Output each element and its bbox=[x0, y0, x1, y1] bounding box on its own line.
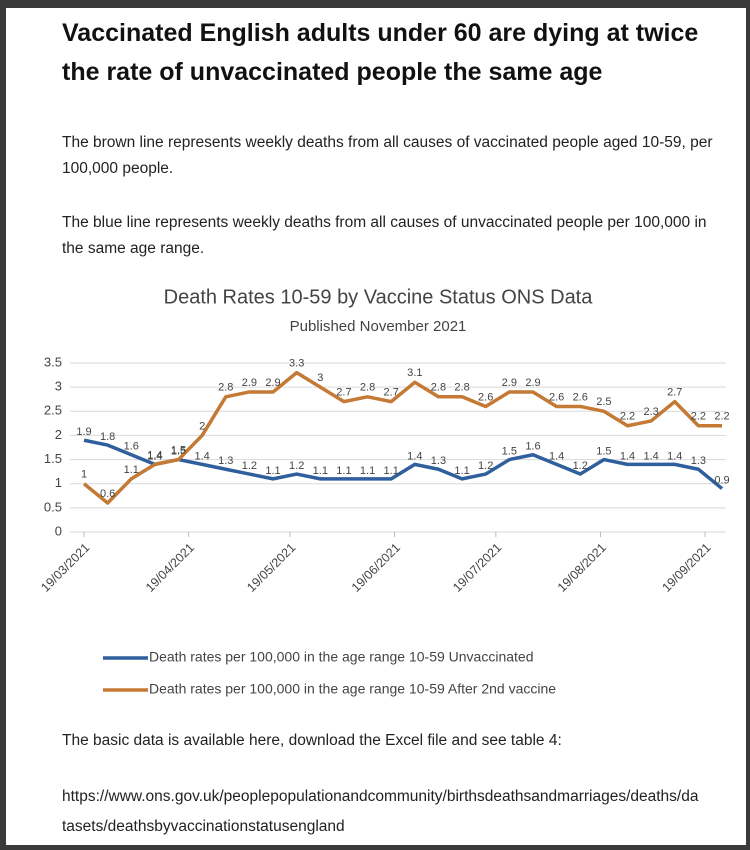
data-label: 2.2 bbox=[714, 411, 729, 423]
footer-note: The basic data is available here, downlo… bbox=[62, 732, 562, 749]
data-label: 1.4 bbox=[549, 450, 564, 462]
data-label: 1.5 bbox=[502, 445, 517, 457]
data-label: 2.9 bbox=[502, 377, 517, 389]
data-label: 1.4 bbox=[643, 450, 658, 462]
page: Vaccinated English adults under 60 are d… bbox=[6, 8, 746, 845]
y-tick-label: 1.5 bbox=[44, 451, 62, 466]
data-label: 2.8 bbox=[454, 382, 469, 394]
data-label: 1.1 bbox=[336, 465, 351, 477]
data-label: 1 bbox=[81, 469, 87, 481]
data-label: 1.2 bbox=[573, 460, 588, 472]
x-tick-label: 19/07/2021 bbox=[450, 541, 504, 595]
data-label: 1.1 bbox=[313, 465, 328, 477]
data-label: 2.8 bbox=[218, 382, 233, 394]
data-label: 1.4 bbox=[620, 450, 635, 462]
data-label: 0.9 bbox=[714, 474, 729, 486]
data-label: 3.3 bbox=[289, 358, 304, 370]
data-label: 1.4 bbox=[147, 450, 162, 462]
data-label: 2.7 bbox=[384, 387, 399, 399]
x-tick-label: 19/08/2021 bbox=[555, 541, 609, 595]
y-tick-label: 3 bbox=[55, 379, 62, 394]
y-tick-label: 3.5 bbox=[44, 354, 62, 369]
data-label: 0.6 bbox=[100, 488, 115, 500]
paragraph: The blue line represents weekly deaths f… bbox=[62, 214, 707, 257]
data-label: 1.4 bbox=[667, 450, 682, 462]
data-label: 1.4 bbox=[407, 450, 422, 462]
data-label: 1.1 bbox=[454, 465, 469, 477]
y-tick-label: 0 bbox=[55, 523, 62, 538]
data-label: 1.5 bbox=[596, 445, 611, 457]
y-tick-label: 2.5 bbox=[44, 403, 62, 418]
data-label: 1.3 bbox=[431, 455, 446, 467]
data-label: 1.2 bbox=[478, 460, 493, 472]
data-label: 2.9 bbox=[265, 377, 280, 389]
data-label: 1.2 bbox=[242, 460, 257, 472]
footer-url: https://www.ons.gov.uk/peoplepopulationa… bbox=[62, 788, 699, 835]
data-label: 1.8 bbox=[100, 431, 115, 443]
data-label: 1.6 bbox=[525, 441, 540, 453]
data-label: 3.1 bbox=[407, 367, 422, 379]
x-tick-label: 19/04/2021 bbox=[143, 541, 197, 595]
y-tick-label: 0.5 bbox=[44, 499, 62, 514]
headline: Vaccinated English adults under 60 are d… bbox=[62, 19, 699, 86]
x-tick-label: 19/06/2021 bbox=[349, 541, 403, 595]
x-tick-label: 19/09/2021 bbox=[659, 541, 713, 595]
chart-subtitle: Published November 2021 bbox=[290, 318, 467, 335]
data-label: 2.6 bbox=[573, 391, 588, 403]
legend-label: Death rates per 100,000 in the age range… bbox=[149, 681, 556, 697]
data-label: 1.1 bbox=[360, 465, 375, 477]
data-label: 2.7 bbox=[336, 387, 351, 399]
data-label: 1.9 bbox=[76, 426, 91, 438]
series-line bbox=[82, 370, 722, 505]
paragraph: The brown line represents weekly deaths … bbox=[62, 134, 713, 177]
series-line bbox=[83, 438, 724, 490]
data-label: 2.6 bbox=[478, 391, 493, 403]
data-label: 1.2 bbox=[289, 460, 304, 472]
data-label: 2.9 bbox=[242, 377, 257, 389]
chart-title: Death Rates 10-59 by Vaccine Status ONS … bbox=[164, 286, 594, 308]
data-label: 2.9 bbox=[525, 377, 540, 389]
data-label: 1.1 bbox=[124, 464, 139, 476]
data-label: 1.1 bbox=[265, 465, 280, 477]
data-label: 2.3 bbox=[643, 406, 658, 418]
data-label: 1.6 bbox=[124, 441, 139, 453]
data-label: 3 bbox=[317, 372, 323, 384]
data-label: 1.4 bbox=[194, 450, 209, 462]
data-label: 1.1 bbox=[384, 465, 399, 477]
data-label: 2.7 bbox=[667, 387, 682, 399]
legend-label: Death rates per 100,000 in the age range… bbox=[149, 649, 534, 665]
data-label: 2 bbox=[199, 420, 205, 432]
x-tick-label: 19/05/2021 bbox=[244, 541, 298, 595]
x-tick-label: 19/03/2021 bbox=[38, 541, 92, 595]
data-label: 1.5 bbox=[171, 444, 186, 456]
data-label: 1.4 bbox=[147, 449, 162, 461]
data-label: 2.8 bbox=[431, 382, 446, 394]
data-label: 1.3 bbox=[691, 455, 706, 467]
y-tick-label: 1 bbox=[55, 475, 62, 490]
data-label: 2.2 bbox=[620, 411, 635, 423]
data-label: 2.6 bbox=[549, 391, 564, 403]
data-label: 1.3 bbox=[218, 455, 233, 467]
data-label: 2.8 bbox=[360, 382, 375, 394]
data-label: 2.2 bbox=[691, 411, 706, 423]
y-tick-label: 2 bbox=[55, 427, 62, 442]
data-label: 2.5 bbox=[596, 396, 611, 408]
